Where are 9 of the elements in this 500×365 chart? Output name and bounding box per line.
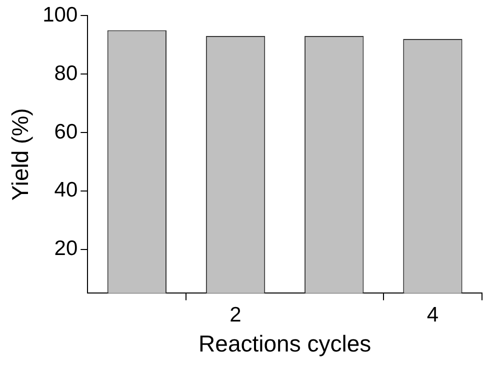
y-tick-label: 100 — [42, 3, 78, 26]
y-tick-label: 40 — [54, 178, 78, 202]
x-tick-label: 4 — [426, 304, 439, 327]
y-tick-label: 60 — [54, 120, 78, 144]
y-tick-label: 80 — [54, 62, 78, 85]
x-tick-label: 2 — [230, 304, 242, 327]
y-axis-title: Yield (%) — [7, 108, 34, 201]
y-tick-label: 20 — [54, 237, 78, 260]
x-axis-title: Reactions cycles — [198, 330, 372, 357]
